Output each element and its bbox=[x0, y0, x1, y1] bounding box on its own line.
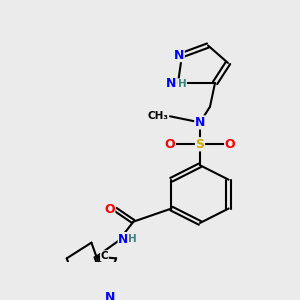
Text: N: N bbox=[105, 291, 116, 300]
Text: N: N bbox=[195, 116, 205, 129]
Text: O: O bbox=[104, 203, 115, 216]
Text: H: H bbox=[128, 234, 137, 244]
Text: N: N bbox=[174, 49, 184, 62]
Text: O: O bbox=[225, 138, 235, 151]
Text: N: N bbox=[166, 76, 176, 90]
Text: S: S bbox=[196, 138, 205, 151]
Text: H: H bbox=[178, 79, 186, 89]
Text: O: O bbox=[165, 138, 175, 151]
Text: CH₃: CH₃ bbox=[148, 111, 169, 121]
Text: N: N bbox=[118, 232, 129, 246]
Text: C: C bbox=[100, 251, 108, 261]
